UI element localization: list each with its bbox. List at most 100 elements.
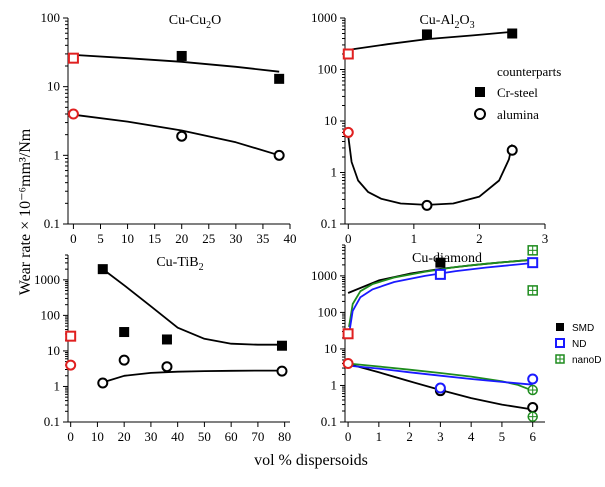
data-point-circle bbox=[527, 373, 539, 385]
y-tick-label: 10 bbox=[47, 79, 60, 94]
y-axis-title: Wear rate × 10⁻⁶mm³/Nm bbox=[17, 128, 34, 295]
data-point-circle bbox=[527, 401, 539, 413]
panel-cu-al2o3: 0.1 1 10 100 1000 0 1 2 3 Cu-Al2O3 bbox=[311, 10, 548, 246]
panel-cu-cu2o: 0.1 1 10 100 0 5 10 15 20 25 30 35 40 Cu-Cu2O bbox=[41, 10, 297, 246]
fit-curve bbox=[347, 136, 514, 206]
x-tick-label: 35 bbox=[256, 231, 269, 246]
x-tick-label: 70 bbox=[251, 429, 264, 444]
x-tick-label: 6 bbox=[529, 429, 536, 444]
y-tick-label: 1 bbox=[331, 377, 338, 392]
y-tick-label: 1 bbox=[54, 378, 61, 393]
data-point-square bbox=[119, 327, 130, 338]
data-point-square bbox=[97, 264, 108, 275]
legend-label-alumina: alumina bbox=[497, 107, 539, 122]
panel-title: Cu-TiB2 bbox=[156, 255, 203, 273]
legend-label-nd: ND bbox=[572, 339, 586, 350]
data-point-open-square bbox=[67, 52, 79, 64]
x-tick-label: 20 bbox=[118, 429, 131, 444]
x-tick-label: 2 bbox=[406, 429, 413, 444]
data-point-circle bbox=[506, 144, 518, 156]
x-tick-label: 10 bbox=[121, 231, 134, 246]
data-point-circle bbox=[67, 108, 79, 120]
x-tick-label: 20 bbox=[175, 231, 188, 246]
legend-label-nanod: nanoD bbox=[572, 355, 601, 366]
y-tick-label: 0.1 bbox=[44, 414, 60, 429]
data-point-circle bbox=[421, 199, 433, 211]
data-point-square bbox=[161, 334, 172, 345]
y-tick-label: 10 bbox=[324, 341, 337, 356]
x-tick-label: 15 bbox=[148, 231, 161, 246]
fit-curve bbox=[73, 113, 280, 157]
x-tick-label: 40 bbox=[171, 429, 184, 444]
x-tick-label: 0 bbox=[67, 429, 74, 444]
x-tick-label: 3 bbox=[437, 429, 444, 444]
data-point-square bbox=[421, 29, 432, 40]
data-point-circle bbox=[118, 354, 130, 366]
y-tick-label: 10 bbox=[47, 343, 60, 358]
legend-marker-nanod bbox=[555, 354, 565, 364]
data-point-circle bbox=[161, 361, 173, 373]
y-tick-label: 0.1 bbox=[321, 216, 337, 231]
legend-counterparts: counterparts Cr-steel alumina bbox=[474, 64, 561, 122]
y-tick-label: 100 bbox=[41, 307, 61, 322]
x-axis-title: vol % dispersoids bbox=[254, 452, 368, 469]
y-tick-label: 100 bbox=[318, 62, 338, 77]
x-tick-label: 5 bbox=[499, 429, 506, 444]
x-tick-label: 25 bbox=[202, 231, 215, 246]
legend-label-cr-steel: Cr-steel bbox=[497, 85, 538, 100]
panel-title: Cu-Al2O3 bbox=[419, 13, 474, 31]
legend-marker-smd bbox=[556, 323, 564, 331]
x-tick-label: 30 bbox=[144, 429, 157, 444]
data-point-crossed-circle bbox=[527, 411, 538, 422]
y-tick-label: 0.1 bbox=[44, 216, 60, 231]
data-point-open-square bbox=[434, 268, 446, 280]
legend-marker-alumina bbox=[474, 108, 486, 120]
data-point-crossed-circle bbox=[527, 384, 538, 396]
data-point-square bbox=[274, 73, 285, 84]
data-point-square bbox=[507, 28, 518, 39]
legend-diamond: SMD ND nanoD bbox=[555, 323, 601, 366]
y-tick-label: 1000 bbox=[34, 272, 60, 287]
legend-marker-cr-steel bbox=[475, 87, 485, 97]
data-point-open-square bbox=[65, 330, 77, 342]
y-tick-label: 1 bbox=[331, 165, 338, 180]
panel-title: Cu-Cu2O bbox=[169, 13, 221, 31]
panel-cu-tib2: 0.1 1 10 100 1000 0 10 20 30 40 50 60 70 80 Cu-TiB2 bbox=[34, 254, 291, 444]
data-point-circle bbox=[97, 377, 109, 389]
y-tick-label: 1000 bbox=[311, 10, 337, 25]
x-tick-label: 80 bbox=[278, 429, 291, 444]
x-tick-label: 50 bbox=[198, 429, 211, 444]
fit-curve bbox=[348, 258, 533, 328]
data-point-square bbox=[276, 340, 287, 351]
x-tick-label: 5 bbox=[97, 231, 104, 246]
x-tick-label: 1 bbox=[411, 231, 418, 246]
data-point-square bbox=[435, 257, 446, 268]
x-tick-label: 1 bbox=[376, 429, 383, 444]
data-point-crossed-square bbox=[527, 245, 538, 256]
fit-curve bbox=[102, 369, 282, 384]
x-tick-label: 10 bbox=[91, 429, 104, 444]
data-point-circle bbox=[176, 130, 188, 142]
data-point-crossed-square bbox=[527, 285, 538, 296]
panel-cu-diamond: 0.1 1 10 100 1000 0 1 2 3 4 5 6 Cu-diamond bbox=[311, 244, 545, 444]
data-point-square bbox=[176, 50, 187, 61]
data-point-open-square bbox=[527, 257, 539, 269]
x-tick-label: 40 bbox=[284, 231, 297, 246]
fit-curve bbox=[102, 268, 282, 346]
data-point-circle bbox=[434, 382, 446, 394]
y-tick-label: 100 bbox=[41, 10, 61, 25]
data-point-open-square bbox=[342, 48, 354, 60]
data-point-circle bbox=[276, 365, 288, 377]
fit-curve bbox=[348, 262, 533, 335]
legend-marker-nd bbox=[555, 338, 565, 348]
x-tick-label: 0 bbox=[345, 429, 352, 444]
x-tick-label: 0 bbox=[345, 231, 352, 246]
fit-curve bbox=[348, 362, 534, 392]
y-tick-label: 0.1 bbox=[321, 414, 337, 429]
x-tick-label: 30 bbox=[229, 231, 242, 246]
x-tick-label: 4 bbox=[468, 429, 475, 444]
data-point-circle bbox=[342, 126, 354, 138]
y-tick-label: 10 bbox=[324, 113, 337, 128]
fit-curve bbox=[348, 364, 533, 386]
